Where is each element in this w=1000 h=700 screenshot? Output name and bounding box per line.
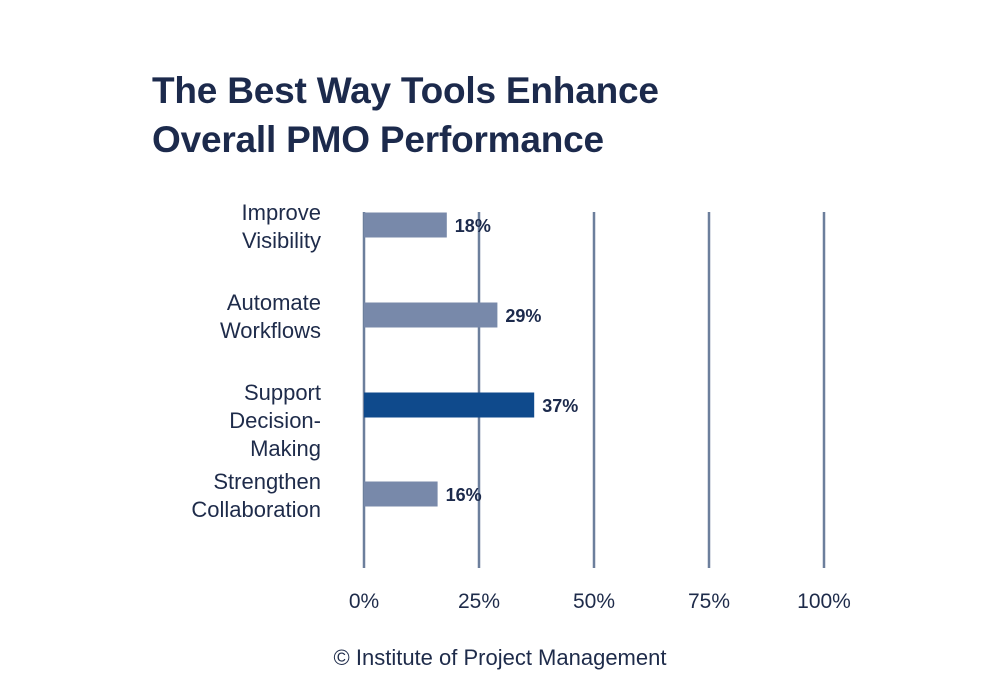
x-tick-label: 0% — [349, 590, 379, 613]
bar — [364, 302, 498, 328]
category-label-line: Automate — [227, 290, 321, 315]
x-tick-label: 75% — [688, 590, 730, 613]
chart-title-line-1: The Best Way Tools Enhance — [152, 70, 659, 111]
category-label-line: Improve — [242, 200, 321, 225]
chart-title: The Best Way Tools Enhance Overall PMO P… — [152, 66, 659, 164]
category-label-line: Making — [250, 436, 321, 461]
x-tick-label: 50% — [573, 590, 615, 613]
category-label-line: Collaboration — [191, 497, 321, 522]
x-tick-label: 25% — [458, 590, 500, 613]
value-label: 16% — [446, 485, 482, 505]
category-label-line: Support — [244, 380, 321, 405]
value-label: 37% — [542, 396, 578, 416]
value-label: 18% — [455, 216, 491, 236]
category-label-line: Decision- — [229, 408, 321, 433]
category-label: Improve Visibility — [242, 200, 321, 253]
bar — [364, 392, 535, 418]
value-label: 29% — [505, 306, 541, 326]
bar — [364, 212, 447, 238]
x-axis-tick-labels: 0% 25% 50% 75% 100% — [349, 590, 851, 613]
category-label: Support Decision- Making — [229, 380, 321, 461]
x-tick-label: 100% — [797, 590, 851, 613]
category-labels: Improve Visibility Automate Workflows Suppor… — [191, 200, 321, 522]
bar — [364, 481, 438, 507]
copyright-footer: © Institute of Project Management — [333, 645, 667, 670]
category-label: Automate Workflows — [220, 290, 321, 343]
category-label-line: Workflows — [220, 318, 321, 343]
bars: 18% 29% 37% 16% — [364, 212, 578, 507]
category-label-line: Visibility — [242, 228, 321, 253]
category-label: Strengthen Collaboration — [191, 469, 321, 522]
gridlines — [362, 212, 826, 568]
bar-chart: 18% 29% 37% 16% Improve Visibility Automate Wo… — [191, 200, 851, 613]
category-label-line: Strengthen — [213, 469, 321, 494]
chart-title-line-2: Overall PMO Performance — [152, 119, 604, 160]
